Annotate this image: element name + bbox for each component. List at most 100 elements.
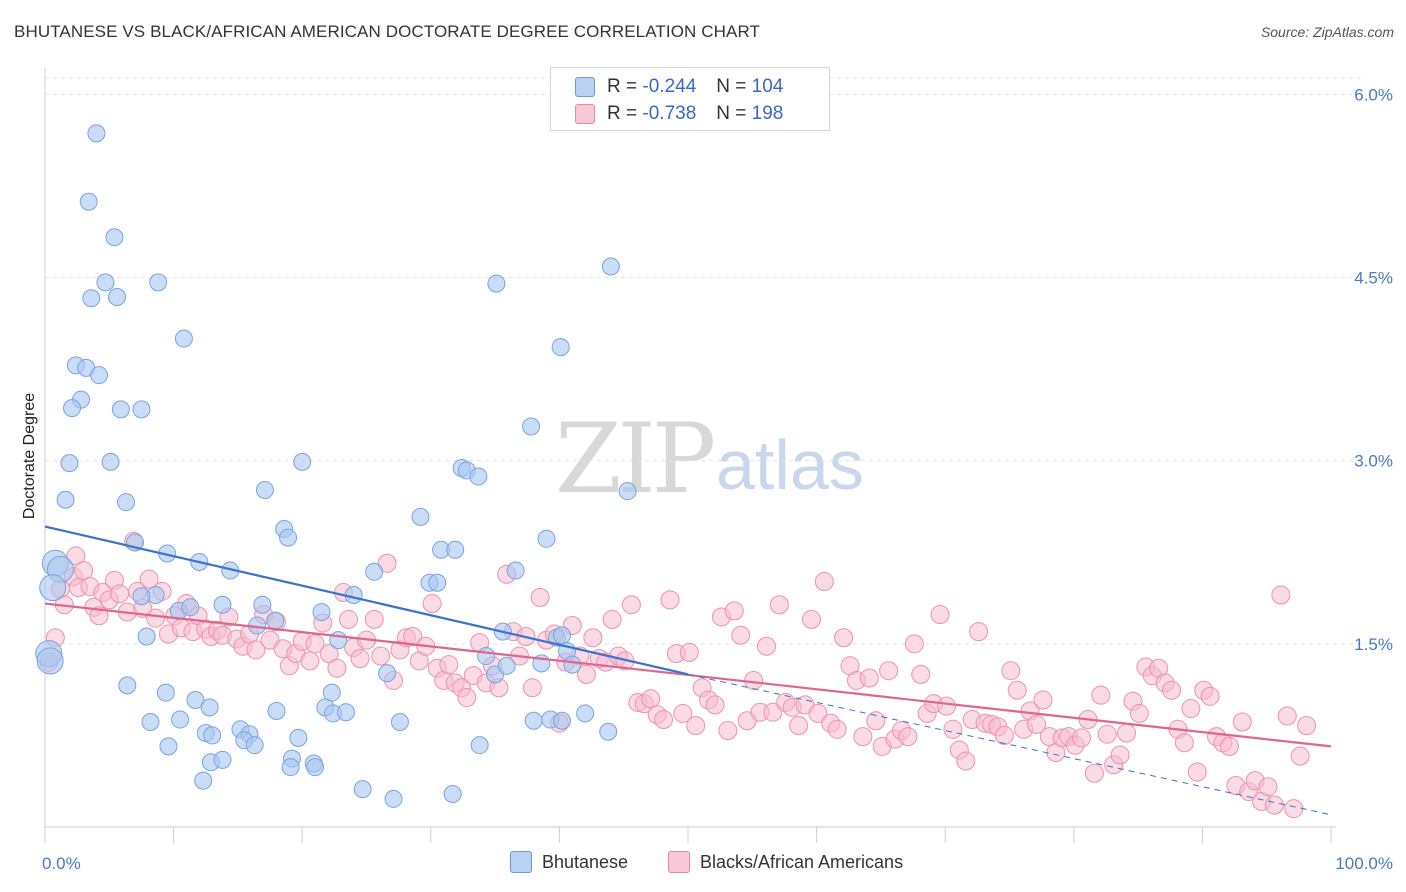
point-blacks <box>1297 716 1317 736</box>
point-bhutanese <box>253 595 272 614</box>
point-blacks <box>834 628 854 648</box>
bottom-legend-swatch-blacks <box>668 851 690 873</box>
point-blacks <box>898 727 918 747</box>
x-tick-label-min: 0.0% <box>42 854 81 873</box>
chart-title: BHUTANESE VS BLACK/AFRICAN AMERICAN DOCT… <box>14 22 760 41</box>
point-bhutanese <box>365 562 384 581</box>
point-bhutanese <box>601 257 620 276</box>
point-blacks <box>602 609 622 629</box>
point-bhutanese <box>36 647 64 675</box>
point-blacks <box>1277 706 1297 726</box>
point-bhutanese <box>506 561 525 580</box>
chart-source: Source: ZipAtlas.com <box>1260 24 1394 40</box>
point-bhutanese <box>117 493 136 512</box>
point-blacks <box>679 642 699 662</box>
legend-r-value: -0.738 <box>642 103 697 124</box>
point-blacks <box>1007 680 1027 700</box>
point-bhutanese <box>39 574 67 602</box>
point-bhutanese <box>487 274 506 293</box>
point-blacks <box>859 668 879 688</box>
watermark-atlas: atlas <box>716 426 864 504</box>
point-blacks <box>827 719 847 739</box>
point-blacks <box>583 628 603 648</box>
point-bhutanese <box>576 704 595 723</box>
point-bhutanese <box>159 737 178 756</box>
point-blacks <box>994 725 1014 745</box>
point-bhutanese <box>524 711 543 730</box>
point-bhutanese <box>384 789 403 808</box>
point-bhutanese <box>174 329 193 348</box>
point-blacks <box>371 646 391 666</box>
point-blacks <box>814 572 834 592</box>
point-blacks <box>1271 585 1291 605</box>
correlation-legend: R = -0.244 N = 104 R = -0.738 N = 198 <box>550 67 830 131</box>
point-bhutanese <box>267 701 286 720</box>
point-blacks <box>522 678 542 698</box>
point-bhutanese <box>186 691 205 710</box>
point-bhutanese <box>293 452 312 471</box>
point-bhutanese <box>56 490 75 509</box>
bottom-legend-blacks: Blacks/African Americans <box>668 851 903 873</box>
trend-lines <box>44 525 1332 816</box>
y-tick-label: 3.0% <box>1354 452 1393 471</box>
point-blacks <box>1027 714 1047 734</box>
point-blacks <box>724 601 744 621</box>
point-bhutanese <box>90 366 109 385</box>
point-bhutanese <box>563 655 582 674</box>
legend-swatch-blacks <box>575 104 595 124</box>
point-bhutanese <box>200 698 219 717</box>
point-blacks <box>866 711 886 731</box>
point-blacks <box>1284 799 1304 819</box>
point-blacks <box>1084 763 1104 783</box>
point-blacks <box>956 751 976 771</box>
legend-n-label: N = <box>716 103 747 124</box>
point-blacks <box>705 695 725 715</box>
point-blacks <box>801 609 821 629</box>
point-blacks <box>718 721 738 741</box>
legend-n-value: 198 <box>751 103 784 124</box>
point-blacks <box>1110 745 1130 765</box>
series-bhutanese-points <box>35 124 637 808</box>
point-bhutanese <box>132 400 151 419</box>
point-bhutanese <box>96 273 115 292</box>
grid-lines <box>45 77 1366 645</box>
point-bhutanese <box>322 683 341 702</box>
point-blacks <box>139 569 159 589</box>
point-blacks <box>146 608 166 628</box>
point-bhutanese <box>266 611 285 630</box>
point-blacks <box>74 561 94 581</box>
point-blacks <box>364 609 384 629</box>
bottom-legend-label-bhutanese: Bhutanese <box>542 851 629 872</box>
point-bhutanese <box>111 400 130 419</box>
point-bhutanese <box>82 289 101 308</box>
point-blacks <box>936 696 956 716</box>
y-axis-label: Doctorate Degree <box>21 393 38 519</box>
point-blacks <box>1187 762 1207 782</box>
point-blacks <box>350 648 370 668</box>
point-blacks <box>789 716 809 736</box>
point-bhutanese <box>132 587 151 606</box>
legend-n-label: N = <box>716 76 747 97</box>
point-bhutanese <box>378 664 397 683</box>
legend-r-value: -0.244 <box>642 76 697 97</box>
point-blacks <box>327 658 347 678</box>
point-blacks <box>756 636 776 656</box>
point-blacks <box>66 546 86 566</box>
point-bhutanese <box>411 507 430 526</box>
point-blacks <box>904 634 924 654</box>
point-blacks <box>300 651 320 671</box>
point-bhutanese <box>470 736 489 755</box>
point-bhutanese <box>156 683 175 702</box>
point-bhutanese <box>63 399 82 418</box>
point-bhutanese <box>537 529 556 548</box>
point-bhutanese <box>306 758 325 777</box>
point-bhutanese <box>312 603 331 622</box>
point-bhutanese <box>137 627 156 646</box>
point-blacks <box>377 553 397 573</box>
point-bhutanese <box>255 480 274 499</box>
point-blacks <box>457 688 477 708</box>
point-blacks <box>1072 728 1092 748</box>
point-bhutanese <box>181 598 200 617</box>
point-blacks <box>422 594 442 614</box>
point-blacks <box>576 664 596 684</box>
